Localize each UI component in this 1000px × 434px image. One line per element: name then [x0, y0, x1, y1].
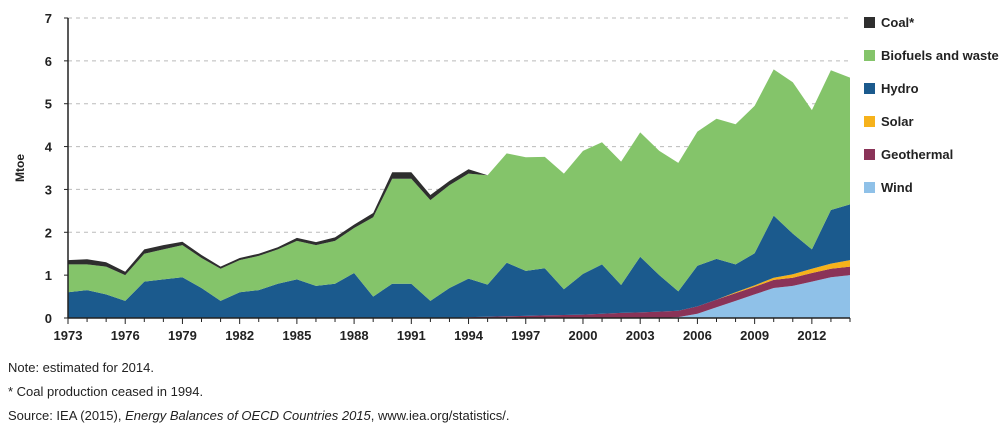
notes: Note: estimated for 2014. * Coal product…: [8, 360, 988, 432]
legend-swatch-biofuels-and-waste: [864, 50, 875, 61]
y-tick-labels: 0 1 2 3 4 5 6 7: [45, 11, 53, 326]
x-tick-label: 1991: [397, 328, 426, 343]
x-tick-label: 1979: [168, 328, 197, 343]
area-wind: [68, 275, 850, 318]
stacked-areas: [68, 69, 850, 318]
x-tick-label: 1994: [454, 328, 484, 343]
area-biofuels-and-waste: [68, 69, 850, 301]
x-tick-label: 1997: [511, 328, 540, 343]
x-tick-label: 1976: [111, 328, 140, 343]
legend-label-biofuels-and-waste: Biofuels and waste: [881, 48, 999, 63]
x-tick-label: 1985: [282, 328, 311, 343]
legend-swatch-solar: [864, 116, 875, 127]
note-coal: * Coal production ceased in 1994.: [8, 384, 204, 399]
legend-swatch-hydro: [864, 83, 875, 94]
x-tick-label: 2006: [683, 328, 712, 343]
legend-label-solar: Solar: [881, 114, 914, 129]
x-tick-label: 2012: [797, 328, 826, 343]
y-tick-label: 3: [45, 182, 52, 197]
y-tick-label: 6: [45, 54, 52, 69]
x-tick-label: 1982: [225, 328, 254, 343]
x-tick-label: 2000: [569, 328, 598, 343]
x-tick-labels: 1973 1976 1979 1982 1985 1988 1991 1994 1997 2000…: [54, 328, 827, 343]
y-tick-label: 2: [45, 225, 52, 240]
x-tick-label: 1973: [54, 328, 83, 343]
y-tick-label: 0: [45, 311, 52, 326]
legend-label-geothermal: Geothermal: [881, 147, 953, 162]
y-tick-label: 7: [45, 11, 52, 26]
y-axis-label: Mtoe: [13, 154, 27, 182]
source-suffix: , www.iea.org/statistics/.: [370, 408, 510, 423]
x-tick-label: 2009: [740, 328, 769, 343]
legend-label-wind: Wind: [881, 180, 913, 195]
source-title: Energy Balances of OECD Countries 2015: [125, 408, 371, 423]
legend-swatch-wind: [864, 182, 875, 193]
y-tick-label: 5: [45, 97, 52, 112]
chart: 0 1 2 3 4 5 6 7 1973 1976 1979 1982 1985 1988 1991 199…: [13, 11, 999, 343]
y-tick-label: 4: [45, 140, 53, 155]
legend-label-coal: Coal*: [881, 15, 915, 30]
x-tick-label: 1988: [340, 328, 369, 343]
legend-swatch-geothermal: [864, 149, 875, 160]
x-tick-label: 2003: [626, 328, 655, 343]
area-hydro: [68, 204, 850, 318]
legend-label-hydro: Hydro: [881, 81, 919, 96]
axes: [64, 17, 851, 324]
source-prefix: Source: IEA (2015),: [8, 408, 126, 423]
y-tick-label: 1: [45, 268, 52, 283]
note-source: Source: IEA (2015), Energy Balances of O…: [8, 408, 988, 424]
note-estimate: Note: estimated for 2014.: [8, 360, 154, 375]
legend: Coal* Biofuels and waste Hydro Solar Geother…: [864, 15, 999, 195]
legend-swatch-coal: [864, 17, 875, 28]
